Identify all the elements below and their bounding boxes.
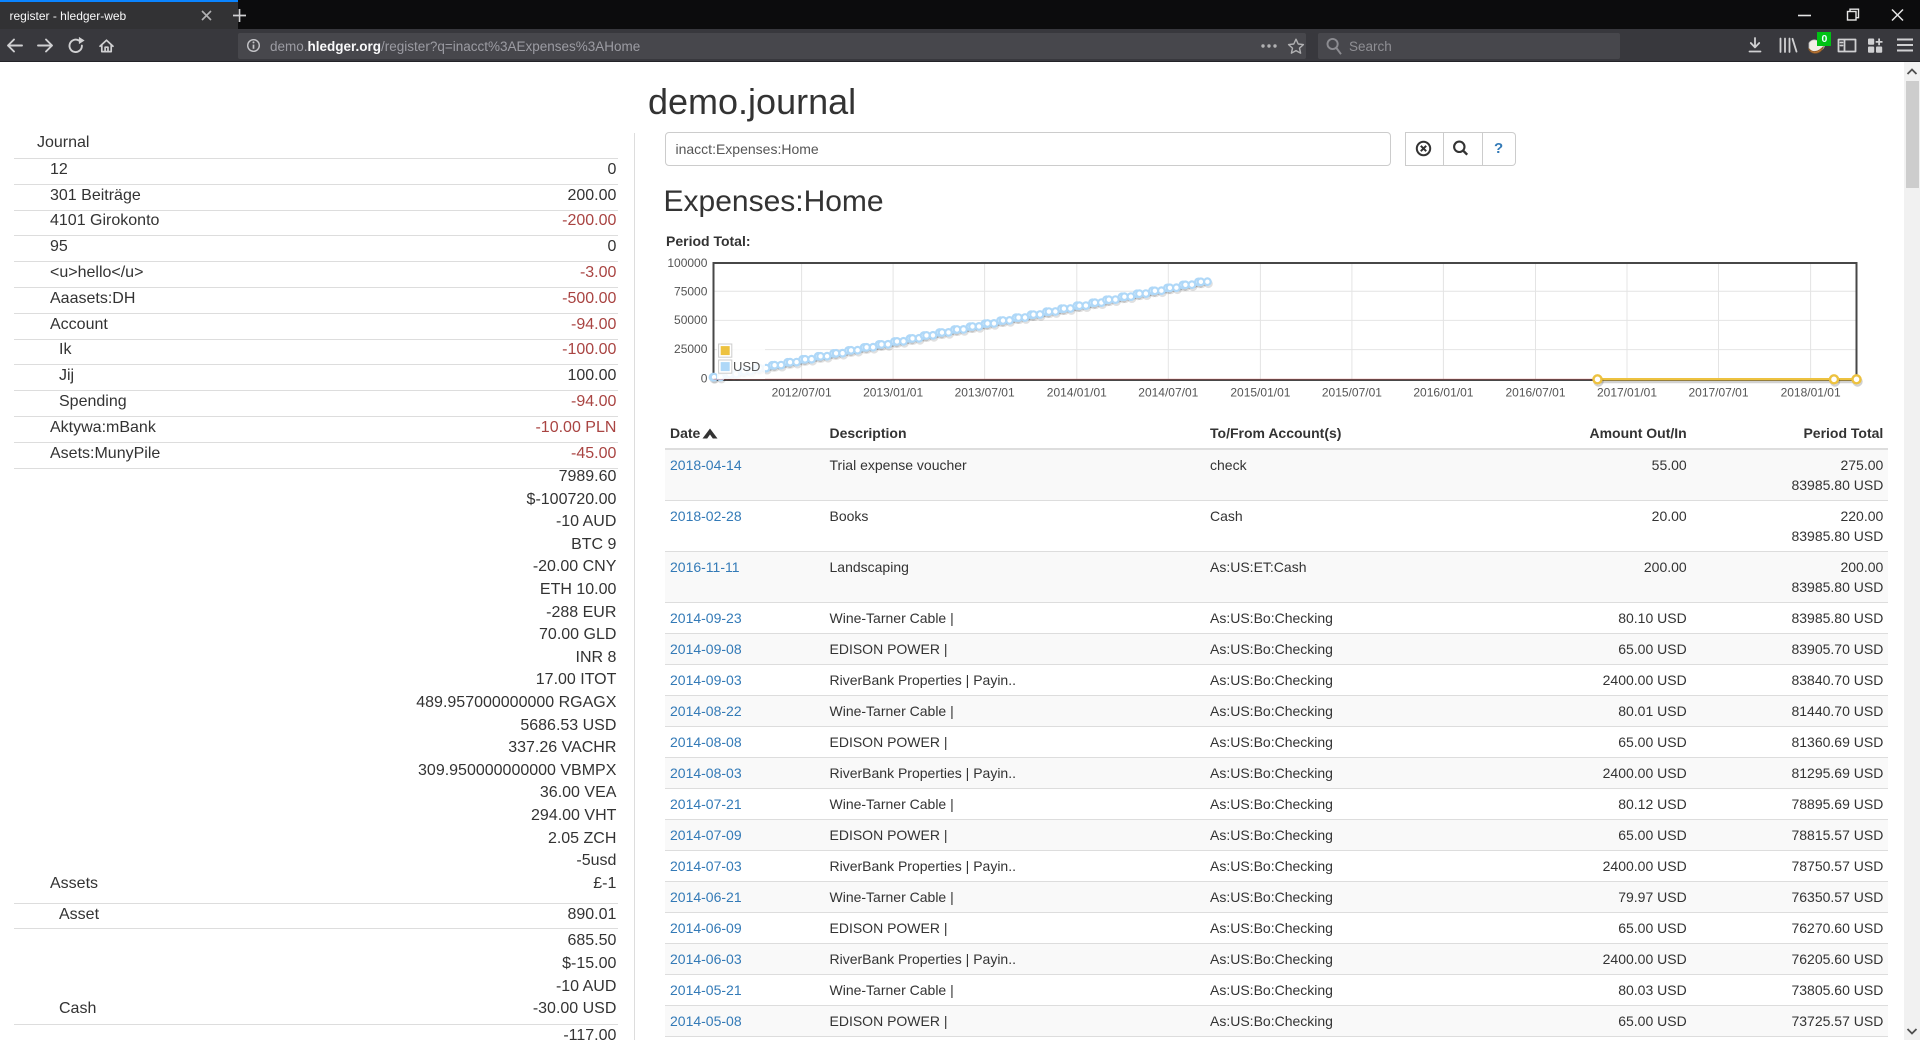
svg-text:2014/01/01: 2014/01/01 — [1047, 386, 1107, 400]
svg-text:25000: 25000 — [674, 342, 708, 356]
svg-text:2017/07/01: 2017/07/01 — [1688, 386, 1748, 400]
svg-text:2017/01/01: 2017/01/01 — [1597, 386, 1657, 400]
svg-text:2016/01/01: 2016/01/01 — [1413, 386, 1473, 400]
svg-text:2015/07/01: 2015/07/01 — [1322, 386, 1382, 400]
svg-text:0: 0 — [701, 371, 708, 385]
svg-text:2014/07/01: 2014/07/01 — [1138, 386, 1198, 400]
svg-text:50000: 50000 — [674, 313, 708, 327]
svg-text:2018/01/01: 2018/01/01 — [1781, 386, 1841, 400]
svg-text:75000: 75000 — [674, 285, 708, 299]
svg-text:100000: 100000 — [667, 256, 707, 270]
svg-text:2012/07/01: 2012/07/01 — [772, 386, 832, 400]
svg-text:2016/07/01: 2016/07/01 — [1505, 386, 1565, 400]
svg-text:2013/01/01: 2013/01/01 — [863, 386, 923, 400]
svg-text:2013/07/01: 2013/07/01 — [955, 386, 1015, 400]
svg-text:2015/01/01: 2015/01/01 — [1230, 386, 1290, 400]
svg-text:USD: USD — [733, 359, 760, 374]
